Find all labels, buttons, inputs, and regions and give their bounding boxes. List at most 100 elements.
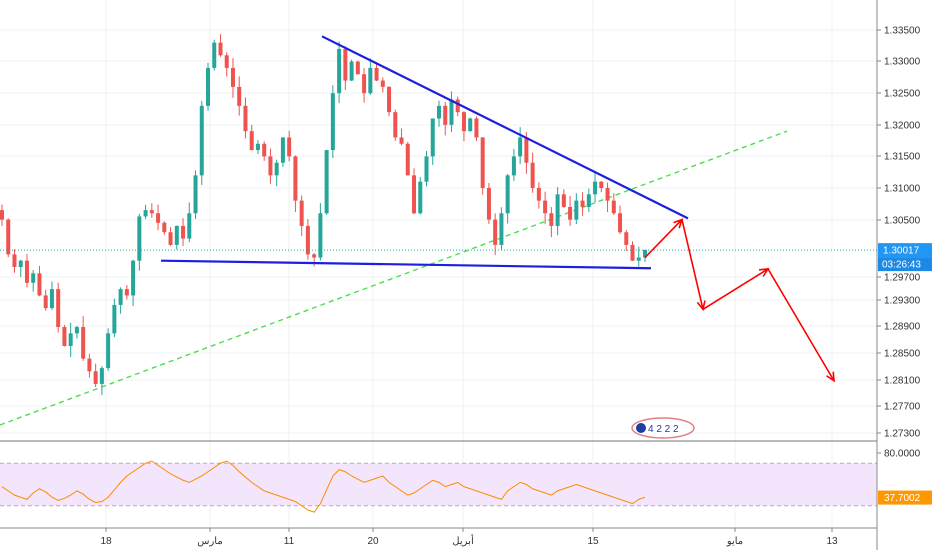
candle-body: [318, 213, 323, 258]
candle-body: [368, 67, 373, 94]
candle-body: [43, 295, 48, 309]
price-tick-label: 1.28900: [884, 322, 921, 333]
candle-body: [324, 150, 329, 214]
candle-body: [393, 112, 398, 138]
candle-body: [68, 333, 73, 346]
candle-body: [12, 254, 17, 267]
candle-body: [262, 143, 267, 157]
candle-body: [511, 156, 516, 176]
logo-globe-icon: [636, 423, 646, 433]
candle-body: [337, 48, 342, 94]
time-tick-label: 15: [587, 536, 599, 547]
price-tick-label: 1.28500: [884, 349, 921, 360]
candle-body: [493, 219, 498, 245]
candle-body: [299, 200, 304, 226]
candle-body: [112, 304, 117, 334]
candle-body: [230, 67, 235, 87]
main-pane-grid: [0, 0, 877, 528]
time-tick-label: مارس: [197, 536, 222, 547]
projection-segment: [644, 219, 683, 259]
time-axis[interactable]: 18 مارس 11 20 أبريل 15 مايو 13: [100, 528, 838, 547]
candle-body: [424, 156, 429, 182]
price-tick-label: 1.33000: [884, 57, 921, 68]
candle-body: [412, 175, 417, 214]
candle-body: [549, 213, 554, 226]
candle-body: [524, 137, 529, 163]
candle-body: [561, 194, 566, 207]
rsi-value-badge: 37.7002: [878, 490, 932, 505]
candle-body: [399, 137, 404, 144]
time-tick-label: 11: [284, 536, 295, 547]
candle-body: [74, 327, 79, 334]
candle-body: [212, 42, 217, 68]
tradingview-logo: 4 2 2 2: [631, 417, 695, 439]
rsi-band: [0, 462, 877, 507]
candle-body: [480, 137, 485, 188]
price-axis[interactable]: 1.33500 1.33000 1.32500 1.32000 1.31500 1.310…: [877, 26, 921, 460]
candle-body: [118, 289, 123, 305]
candle-body: [455, 99, 460, 113]
candle-body: [124, 289, 129, 296]
projection-segment: [702, 268, 769, 311]
candle-body: [574, 200, 579, 220]
candle-body: [468, 118, 473, 132]
candle-body: [24, 260, 29, 283]
candle-body: [624, 232, 629, 245]
candle-body: [0, 210, 4, 220]
candle-body: [499, 213, 504, 245]
triangle-lower-line[interactable]: [160, 259, 652, 270]
time-tick-label: 13: [826, 536, 838, 547]
candle-body: [193, 175, 198, 214]
triangle-upper-line[interactable]: [321, 35, 689, 220]
candle-body: [206, 67, 211, 106]
candle-body: [355, 61, 360, 75]
price-tick-label: 1.29700: [884, 273, 921, 284]
candle-body: [305, 225, 310, 255]
candle-body: [474, 118, 479, 138]
rsi-tick-label: 80.0000: [884, 449, 921, 460]
candle-body: [81, 327, 86, 359]
projection-arrowhead: [826, 371, 835, 383]
price-tick-label: 1.27300: [884, 429, 921, 440]
price-tick-label: 1.28100: [884, 376, 921, 387]
candle-body: [237, 86, 242, 106]
candle-body: [449, 99, 454, 125]
candle-body: [287, 137, 292, 157]
candle-body: [249, 131, 254, 151]
price-tick-label: 1.32000: [884, 121, 921, 132]
price-tick-label: 1.31000: [884, 184, 921, 195]
candle-body: [405, 143, 410, 176]
candle-body: [49, 289, 54, 309]
candle-body: [168, 232, 173, 245]
candle-body: [636, 257, 641, 261]
candle-body: [387, 86, 392, 113]
candle-body: [418, 181, 423, 214]
candle-body: [274, 162, 279, 176]
candle-body: [518, 137, 523, 157]
candle-body: [543, 200, 548, 214]
rsi-band-fill: [0, 463, 877, 506]
candle-body: [312, 254, 317, 258]
candle-body: [187, 213, 192, 239]
logo-text: 4 2 2 2: [648, 424, 679, 435]
price-tick-label: 1.31500: [884, 152, 921, 163]
price-tick-label: 1.30500: [884, 216, 921, 227]
time-tick-label: مايو: [726, 536, 743, 547]
candle-body: [162, 222, 167, 233]
projection-arrows[interactable]: [644, 218, 835, 383]
candle-body: [218, 42, 223, 56]
candle-body: [586, 194, 591, 207]
candle-body: [156, 213, 161, 223]
price-tick-label: 1.32500: [884, 89, 921, 100]
last-price-badge: 1.30017: [878, 243, 932, 258]
candle-body: [143, 210, 148, 217]
candle-body: [330, 93, 335, 151]
candle-body: [505, 175, 510, 214]
candle-body: [343, 48, 348, 81]
candle-body: [593, 181, 598, 195]
candle-body: [536, 188, 541, 201]
candle-body: [87, 358, 92, 372]
candle-body: [268, 156, 273, 176]
candle-body: [605, 188, 610, 201]
